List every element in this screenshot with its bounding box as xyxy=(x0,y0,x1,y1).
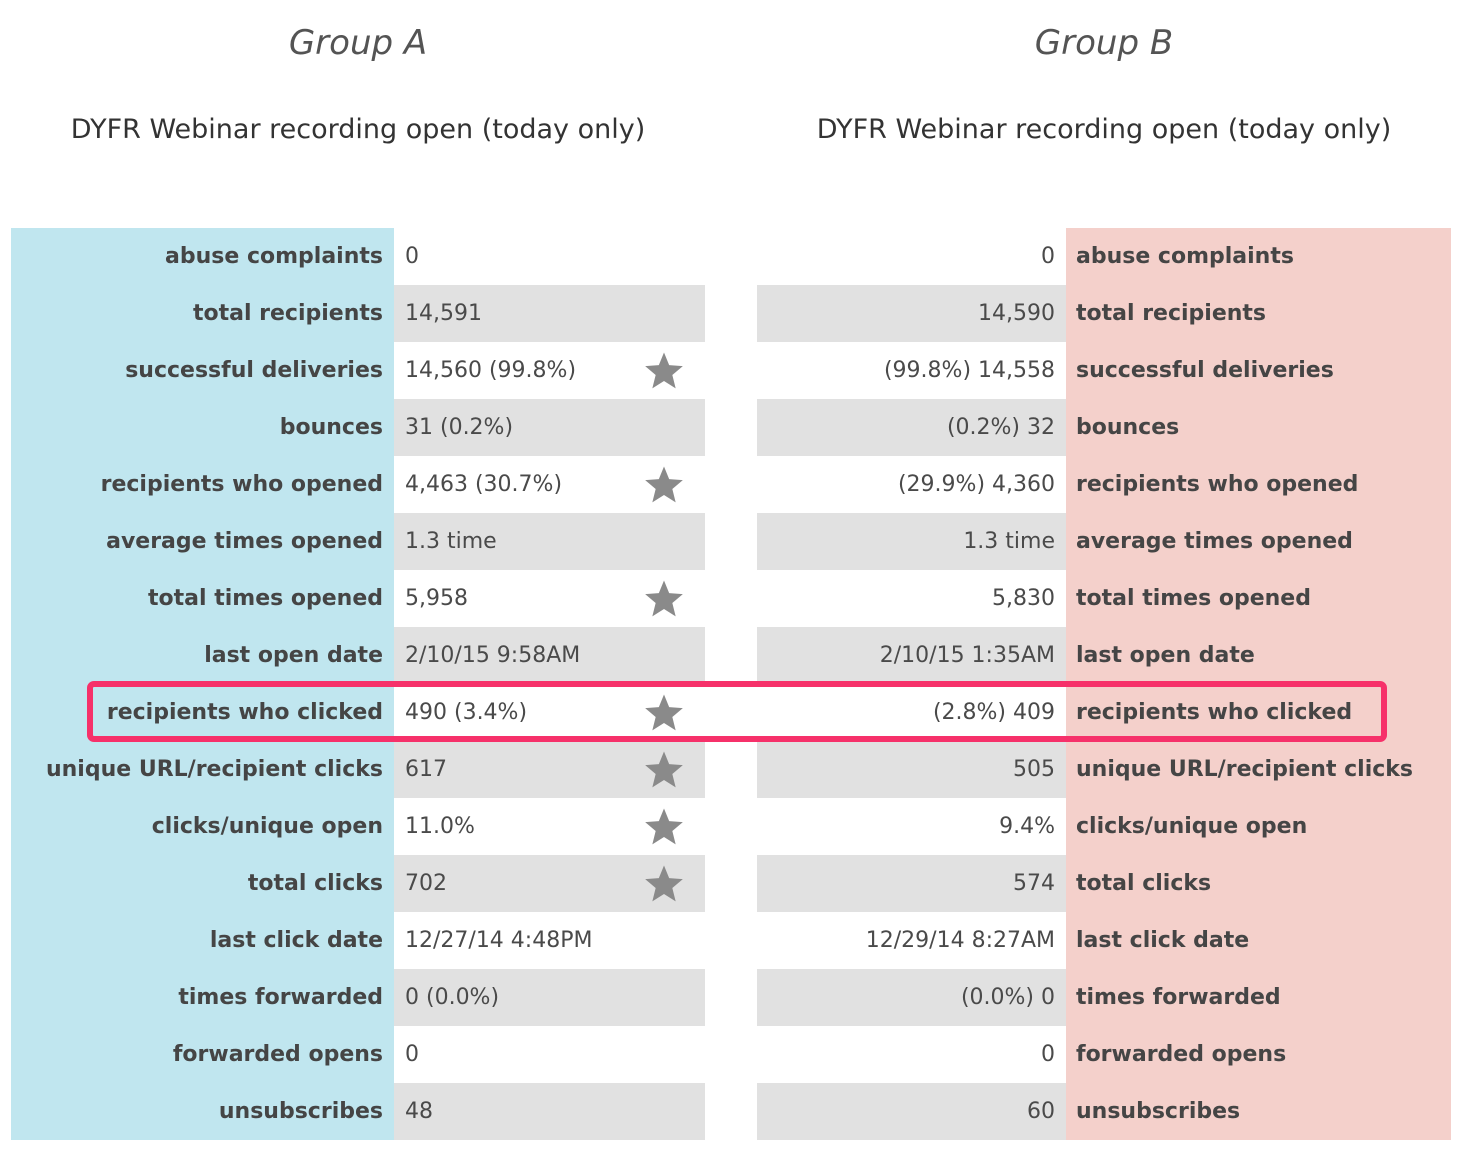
metric-label-average-times-opened: average times opened xyxy=(106,529,383,554)
group-b-value-bounces: (0.2%) 32 xyxy=(757,399,1066,456)
group-a-value-bounces: 31 (0.2%) xyxy=(394,399,705,456)
group-b-value-total-times-opened: 5,830 xyxy=(992,586,1055,611)
group-b-value-abuse-complaints: 0 xyxy=(1041,244,1055,269)
metric-label-bounces: bounces xyxy=(279,415,383,440)
group-a-value-unique-url-recipient-clicks: 617 xyxy=(394,741,705,798)
metric-label-clicks-unique-open: clicks/unique open xyxy=(1076,814,1308,839)
star-icon xyxy=(644,578,684,618)
metric-label-total-clicks: total clicks xyxy=(247,871,383,896)
group-b-value-times-forwarded: (0.0%) 0 xyxy=(757,969,1066,1026)
metric-label-last-click-date: last click date xyxy=(1076,928,1250,953)
value-text: 31 (0.2%) xyxy=(405,415,514,440)
metric-label-total-clicks: total clicks xyxy=(1076,871,1212,896)
metric-label-last-click-date: last click date xyxy=(209,928,383,953)
group-b-campaign-name: DYFR Webinar recording open (today only) xyxy=(816,114,1392,145)
value-text: 14,560 (99.8%) xyxy=(405,358,577,383)
metric-label-forwarded-opens: forwarded opens xyxy=(1076,1042,1287,1067)
value-text: 14,591 xyxy=(405,301,482,326)
metric-label-unsubscribes: unsubscribes xyxy=(1076,1099,1241,1124)
group-b-value-successful-deliveries: (99.8%) 14,558 xyxy=(883,358,1055,383)
group-a-value-recipients-who-opened: 4,463 (30.7%) xyxy=(394,456,705,513)
value-text: 490 (3.4%) xyxy=(405,700,528,725)
metric-label-recipients-who-clicked: recipients who clicked xyxy=(106,700,383,725)
metric-label-recipients-who-opened: recipients who opened xyxy=(1076,472,1359,497)
star-icon xyxy=(644,863,684,903)
metric-label-unsubscribes: unsubscribes xyxy=(218,1099,383,1124)
group-a-value-times-forwarded: 0 (0.0%) xyxy=(394,969,705,1026)
star-icon xyxy=(644,464,684,504)
group-a-value-last-open-date: 2/10/15 9:58AM xyxy=(394,627,705,684)
star-icon xyxy=(644,806,684,846)
group-b-title: Group B xyxy=(1034,23,1174,63)
group-b-value-recipients-who-opened: (29.9%) 4,360 xyxy=(897,472,1055,497)
metric-label-last-open-date: last open date xyxy=(204,643,383,668)
group-a-value-recipients-who-clicked: 490 (3.4%) xyxy=(394,684,705,741)
group-b-metric-values: 0 14,590 (99.8%) 14,558 (0.2%) 32 (29.9%) 4,… xyxy=(757,228,1066,1140)
value-text: 702 xyxy=(405,871,447,896)
group-b-value-unsubscribes: 60 xyxy=(757,1083,1066,1140)
group-a-value-unsubscribes: 48 xyxy=(394,1083,705,1140)
value-text: 0 (0.0%) xyxy=(405,985,500,1010)
group-a-campaign-name: DYFR Webinar recording open (today only) xyxy=(70,114,646,145)
metric-label-total-times-opened: total times opened xyxy=(1076,586,1311,611)
metric-label-unique-url-recipient-clicks: unique URL/recipient clicks xyxy=(45,757,383,782)
group-b-value-forwarded-opens: 0 xyxy=(1041,1042,1055,1067)
metric-label-recipients-who-clicked: recipients who clicked xyxy=(1076,700,1353,725)
group-a-value-forwarded-opens: 0 xyxy=(394,1026,705,1083)
value-text: 48 xyxy=(405,1099,433,1124)
value-text: 0 xyxy=(405,244,419,269)
metric-label-recipients-who-opened: recipients who opened xyxy=(100,472,383,497)
group-b-value-last-click-date: 12/29/14 8:27AM xyxy=(865,928,1055,953)
group-b-value-last-open-date: 2/10/15 1:35AM xyxy=(757,627,1066,684)
group-b-value-unique-url-recipient-clicks: 505 xyxy=(757,741,1066,798)
group-a-metric-values: 0 14,591 14,560 (99.8%) 31 (0.2%) 4,463 (30.… xyxy=(394,228,705,1140)
group-b-value-recipients-who-clicked: (2.8%) 409 xyxy=(932,700,1055,725)
star-icon xyxy=(644,350,684,390)
metric-label-times-forwarded: times forwarded xyxy=(178,985,383,1010)
metric-label-average-times-opened: average times opened xyxy=(1076,529,1353,554)
group-b-value-total-recipients: 14,590 xyxy=(757,285,1066,342)
group-a-value-clicks-unique-open: 11.0% xyxy=(394,798,705,855)
value-text: 4,463 (30.7%) xyxy=(405,472,563,497)
group-a-value-last-click-date: 12/27/14 4:48PM xyxy=(394,912,705,969)
group-b-value-clicks-unique-open: 9.4% xyxy=(999,814,1055,839)
metric-label-successful-deliveries: successful deliveries xyxy=(125,358,383,383)
metric-label-last-open-date: last open date xyxy=(1076,643,1255,668)
group-a-value-successful-deliveries: 14,560 (99.8%) xyxy=(394,342,705,399)
metric-label-successful-deliveries: successful deliveries xyxy=(1076,358,1334,383)
group-b-value-total-clicks: 574 xyxy=(757,855,1066,912)
group-a-title: Group A xyxy=(288,23,428,63)
star-icon xyxy=(644,749,684,789)
value-text: 617 xyxy=(405,757,447,782)
metric-label-total-recipients: total recipients xyxy=(192,301,383,326)
value-text: 0 xyxy=(405,1042,419,1067)
metric-label-abuse-complaints: abuse complaints xyxy=(165,244,383,269)
metric-label-total-times-opened: total times opened xyxy=(148,586,383,611)
group-a-value-average-times-opened: 1.3 time xyxy=(394,513,705,570)
metric-label-unique-url-recipient-clicks: unique URL/recipient clicks xyxy=(1076,757,1414,782)
metric-label-forwarded-opens: forwarded opens xyxy=(172,1042,383,1067)
group-a-value-total-times-opened: 5,958 xyxy=(394,570,705,627)
value-text: 1.3 time xyxy=(405,529,497,554)
highlight-box xyxy=(87,681,1387,742)
star-icon xyxy=(644,692,684,732)
value-text: 12/27/14 4:48PM xyxy=(405,928,593,953)
group-b-value-average-times-opened: 1.3 time xyxy=(757,513,1066,570)
value-text: 5,958 xyxy=(405,586,468,611)
metric-label-abuse-complaints: abuse complaints xyxy=(1076,244,1294,269)
value-text: 11.0% xyxy=(405,814,475,839)
group-a-value-total-clicks: 702 xyxy=(394,855,705,912)
group-a-value-abuse-complaints: 0 xyxy=(394,228,705,285)
metric-label-bounces: bounces xyxy=(1076,415,1180,440)
metric-label-times-forwarded: times forwarded xyxy=(1076,985,1281,1010)
metric-label-clicks-unique-open: clicks/unique open xyxy=(151,814,383,839)
group-a-value-total-recipients: 14,591 xyxy=(394,285,705,342)
metric-label-total-recipients: total recipients xyxy=(1076,301,1267,326)
value-text: 2/10/15 9:58AM xyxy=(405,643,581,668)
